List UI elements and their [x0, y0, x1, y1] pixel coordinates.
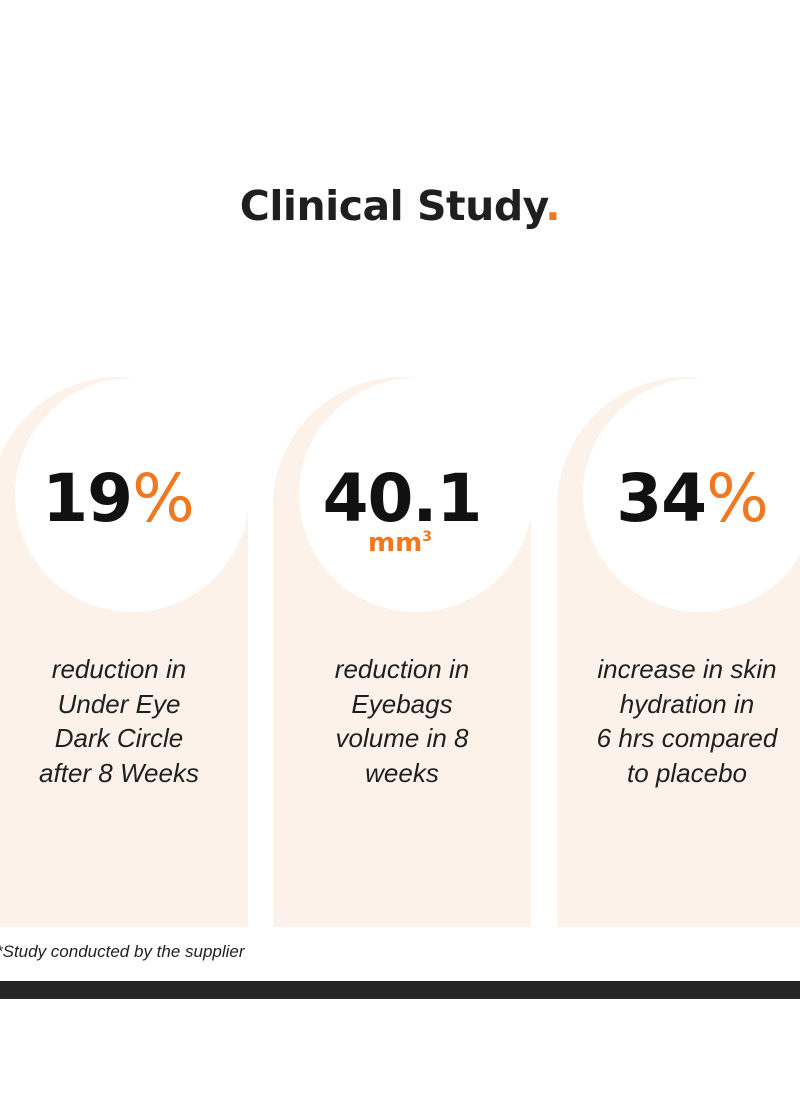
bottom-bar — [0, 981, 800, 999]
description-line: reduction in — [334, 654, 470, 684]
description-line: after 8 Weeks — [39, 757, 199, 788]
stat-unit-superscript: 3 — [422, 529, 432, 545]
stat-description-hydration: increase in skin hydration in 6 hrs comp… — [552, 652, 800, 790]
page-title: Clinical Study. — [0, 182, 800, 230]
stat-unit: mm — [368, 528, 423, 558]
stat-circle — [583, 378, 800, 612]
stat-value-dark-circle: 19% — [0, 466, 258, 532]
stat-description-eyebags: reduction in Eyebags volume in 8 weeks — [267, 652, 537, 790]
stat-unit: % — [132, 460, 195, 537]
stat-number: 19 — [42, 460, 133, 537]
description-line: Dark Circle — [54, 723, 184, 753]
description-line: hydration in — [619, 688, 755, 719]
description-line: reduction in — [51, 654, 187, 684]
stat-unit: % — [706, 460, 769, 537]
stat-description-dark-circle: reduction in Under Eye Dark Circle after… — [0, 652, 254, 790]
description-line: increase in skin — [597, 654, 777, 684]
stat-value-eyebags: 40.1 — [262, 466, 542, 532]
stat-number: 40.1 — [322, 460, 483, 537]
description-line: weeks — [365, 757, 439, 788]
stat-unit-volume: mm3 — [300, 530, 500, 556]
title-text: Clinical Study — [239, 182, 546, 230]
description-line: volume in 8 — [335, 723, 469, 753]
stat-circle — [299, 378, 533, 612]
title-dot: . — [545, 182, 561, 230]
description-line: to placebo — [627, 757, 747, 788]
stat-value-hydration: 34% — [552, 466, 800, 532]
stat-number: 34 — [616, 460, 707, 537]
description-line: Eyebags — [351, 688, 453, 719]
description-line: Under Eye — [57, 688, 181, 719]
footnote: *Study conducted by the supplier — [0, 942, 245, 961]
description-line: 6 hrs compared — [596, 723, 778, 753]
stat-circle — [15, 378, 249, 612]
